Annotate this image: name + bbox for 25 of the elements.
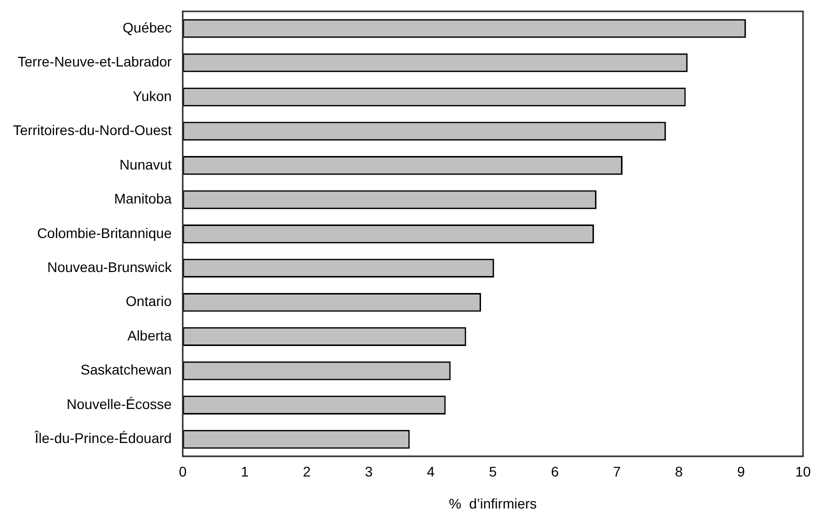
y-tick-label: Saskatchewan (80, 362, 172, 378)
x-axis-title: % d’infirmiers (448, 495, 537, 512)
y-tick-label: Québec (122, 19, 172, 36)
x-tick-label: 10 (795, 464, 811, 480)
x-tick-label: 3 (364, 464, 373, 480)
y-tick-label: Nouveau-Brunswick (47, 258, 173, 275)
y-tick-label: Yukon (132, 88, 172, 104)
x-tick-label: 9 (737, 464, 746, 480)
x-tick-label: 8 (675, 464, 684, 480)
y-tick-label: Manitoba (114, 190, 172, 207)
x-tick-label: 2 (302, 464, 311, 480)
x-tick-label: 1 (240, 464, 249, 480)
y-tick-label: Territoires-du-Nord-Ouest (12, 122, 172, 138)
y-tick-label: Ontario (126, 293, 172, 310)
x-tick-label: 7 (613, 464, 622, 480)
y-tick-label: Colombie-Britannique (37, 224, 172, 241)
y-tick-label: Nouvelle-Écosse (66, 396, 172, 412)
y-tick-label: Alberta (127, 327, 172, 344)
y-tick-label: Île-du-Prince-Édouard (34, 430, 172, 446)
x-tick-label: 5 (488, 464, 497, 480)
y-tick-label: Terre-Neuve-et-Labrador (18, 54, 172, 70)
x-tick-label: 0 (178, 464, 187, 480)
x-tick-label: 4 (426, 464, 435, 480)
x-tick-label: 6 (550, 464, 559, 480)
y-tick-label: Nunavut (120, 156, 172, 172)
